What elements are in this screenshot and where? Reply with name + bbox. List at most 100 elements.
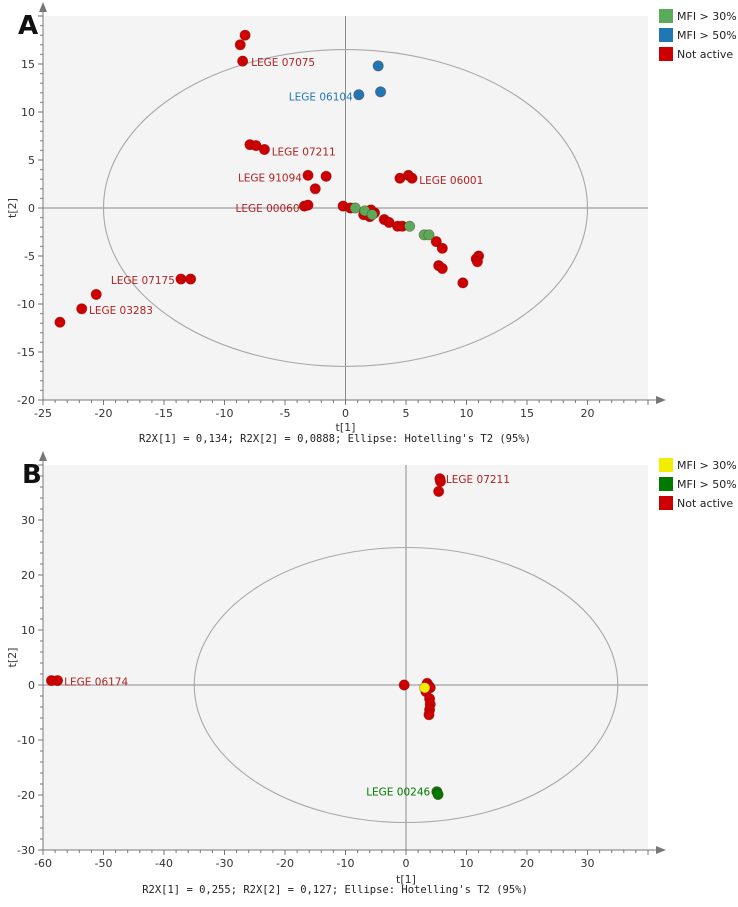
y-tick-label: 0 bbox=[28, 202, 35, 215]
x-tick-label: -20 bbox=[276, 857, 294, 870]
x-tick-label: -10 bbox=[216, 407, 234, 420]
y-tick-label: 30 bbox=[21, 514, 35, 527]
y-axis-title: t[2] bbox=[6, 648, 19, 668]
data-point bbox=[398, 679, 410, 691]
data-point bbox=[433, 485, 445, 497]
data-point bbox=[423, 229, 435, 241]
data-point bbox=[302, 169, 314, 181]
data-point bbox=[406, 172, 418, 184]
variance-footer: R2X[1] = 0,255; R2X[2] = 0,127; Ellipse:… bbox=[142, 884, 528, 896]
legend-item: Not active bbox=[659, 496, 733, 510]
data-point bbox=[237, 55, 249, 67]
point-annotation: LEGE 06104 bbox=[289, 92, 353, 104]
y-tick-label: 20 bbox=[21, 569, 35, 582]
data-point bbox=[302, 199, 314, 211]
point-annotation: LEGE 06001 bbox=[419, 175, 483, 187]
legend-swatch bbox=[659, 47, 673, 61]
x-tick-label: 10 bbox=[460, 407, 474, 420]
data-point bbox=[375, 86, 387, 98]
y-tick-label: 10 bbox=[21, 106, 35, 119]
legend-label: MFI > 50% bbox=[677, 29, 737, 42]
series-mfi-30- bbox=[349, 202, 435, 241]
x-tick-label: -15 bbox=[155, 407, 173, 420]
data-point bbox=[309, 183, 321, 195]
data-point bbox=[419, 682, 431, 694]
legend-label: MFI > 30% bbox=[677, 459, 737, 472]
y-tick-label: -10 bbox=[17, 734, 35, 747]
data-point bbox=[52, 675, 64, 687]
data-point bbox=[366, 209, 378, 221]
legend-swatch bbox=[659, 477, 673, 491]
data-point bbox=[234, 39, 246, 51]
data-point bbox=[185, 273, 197, 285]
y-axis-title: t[2] bbox=[6, 198, 19, 218]
hotelling-ellipse bbox=[193, 546, 619, 824]
panel-letter: B bbox=[22, 460, 42, 490]
y-axis-arrow bbox=[39, 2, 47, 12]
data-point bbox=[90, 288, 102, 300]
point-annotation: LEGE 91094 bbox=[238, 172, 302, 184]
x-tick-label: 0 bbox=[403, 857, 410, 870]
x-tick-label: 20 bbox=[581, 407, 595, 420]
data-point bbox=[434, 475, 446, 487]
y-tick-label: 5 bbox=[28, 154, 35, 167]
data-point bbox=[436, 262, 448, 274]
data-point bbox=[258, 143, 270, 155]
legend-swatch bbox=[659, 458, 673, 472]
data-point bbox=[436, 242, 448, 254]
data-point bbox=[423, 709, 435, 721]
x-tick-label: -60 bbox=[34, 857, 52, 870]
point-annotation: LEGE 07175 bbox=[111, 275, 175, 287]
data-point bbox=[320, 170, 332, 182]
data-point bbox=[432, 788, 444, 800]
y-tick-label: 0 bbox=[28, 679, 35, 692]
legend-item: Not active bbox=[659, 47, 733, 61]
data-point bbox=[372, 60, 384, 72]
x-tick-label: -5 bbox=[280, 407, 291, 420]
data-point bbox=[457, 277, 469, 289]
panel-letter: A bbox=[18, 11, 38, 41]
y-tick-label: -20 bbox=[17, 394, 35, 407]
y-tick-label: 15 bbox=[21, 58, 35, 71]
legend-swatch bbox=[659, 496, 673, 510]
data-point bbox=[239, 29, 251, 41]
variance-footer: R2X[1] = 0,134; R2X[2] = 0,0888; Ellipse… bbox=[139, 433, 531, 445]
legend: MFI > 30% MFI > 50% Not active bbox=[659, 9, 737, 61]
x-tick-label: 0 bbox=[342, 407, 349, 420]
x-axis-arrow bbox=[656, 846, 666, 854]
x-tick-label: 10 bbox=[460, 857, 474, 870]
data-point bbox=[175, 273, 187, 285]
data-point bbox=[76, 303, 88, 315]
point-annotation: LEGE 00246 bbox=[366, 787, 430, 799]
legend-label: Not active bbox=[677, 497, 733, 510]
series-mfi-30- bbox=[419, 682, 431, 694]
data-point bbox=[430, 236, 442, 248]
x-tick-label: -10 bbox=[337, 857, 355, 870]
y-tick-label: -30 bbox=[17, 844, 35, 857]
legend-item: MFI > 50% bbox=[659, 28, 737, 42]
point-annotation: LEGE 07211 bbox=[446, 474, 510, 486]
panel-b: -60 -50 -40 -30 -20 -10 0 10 20 30 -30 -20 -10 0 10 20 3… bbox=[6, 451, 737, 896]
x-axis-arrow bbox=[656, 396, 666, 404]
data-point bbox=[404, 220, 416, 232]
x-axis-title: t[1] bbox=[396, 873, 416, 886]
data-point bbox=[471, 256, 483, 268]
y-tick-label: -15 bbox=[17, 346, 35, 359]
data-point bbox=[54, 316, 66, 328]
y-axis-arrow bbox=[39, 451, 47, 461]
data-point bbox=[353, 89, 365, 101]
y-tick-label: -5 bbox=[24, 250, 35, 263]
point-annotation: LEGE 07075 bbox=[251, 57, 315, 69]
hotelling-ellipse bbox=[102, 49, 589, 367]
y-tick-label: -10 bbox=[17, 298, 35, 311]
y-tick-label: -20 bbox=[17, 789, 35, 802]
x-tick-label: -30 bbox=[216, 857, 234, 870]
legend-swatch bbox=[659, 28, 673, 42]
series-mfi-50- bbox=[431, 786, 444, 800]
point-annotation: LEGE 07211 bbox=[272, 146, 336, 158]
x-tick-label: -40 bbox=[155, 857, 173, 870]
x-tick-label: -20 bbox=[95, 407, 113, 420]
panel-a: -25 -20 -15 -10 -5 0 5 10 15 20-20-15-10-5051015t… bbox=[6, 2, 737, 445]
legend-swatch bbox=[659, 9, 673, 23]
x-tick-label: 15 bbox=[520, 407, 534, 420]
